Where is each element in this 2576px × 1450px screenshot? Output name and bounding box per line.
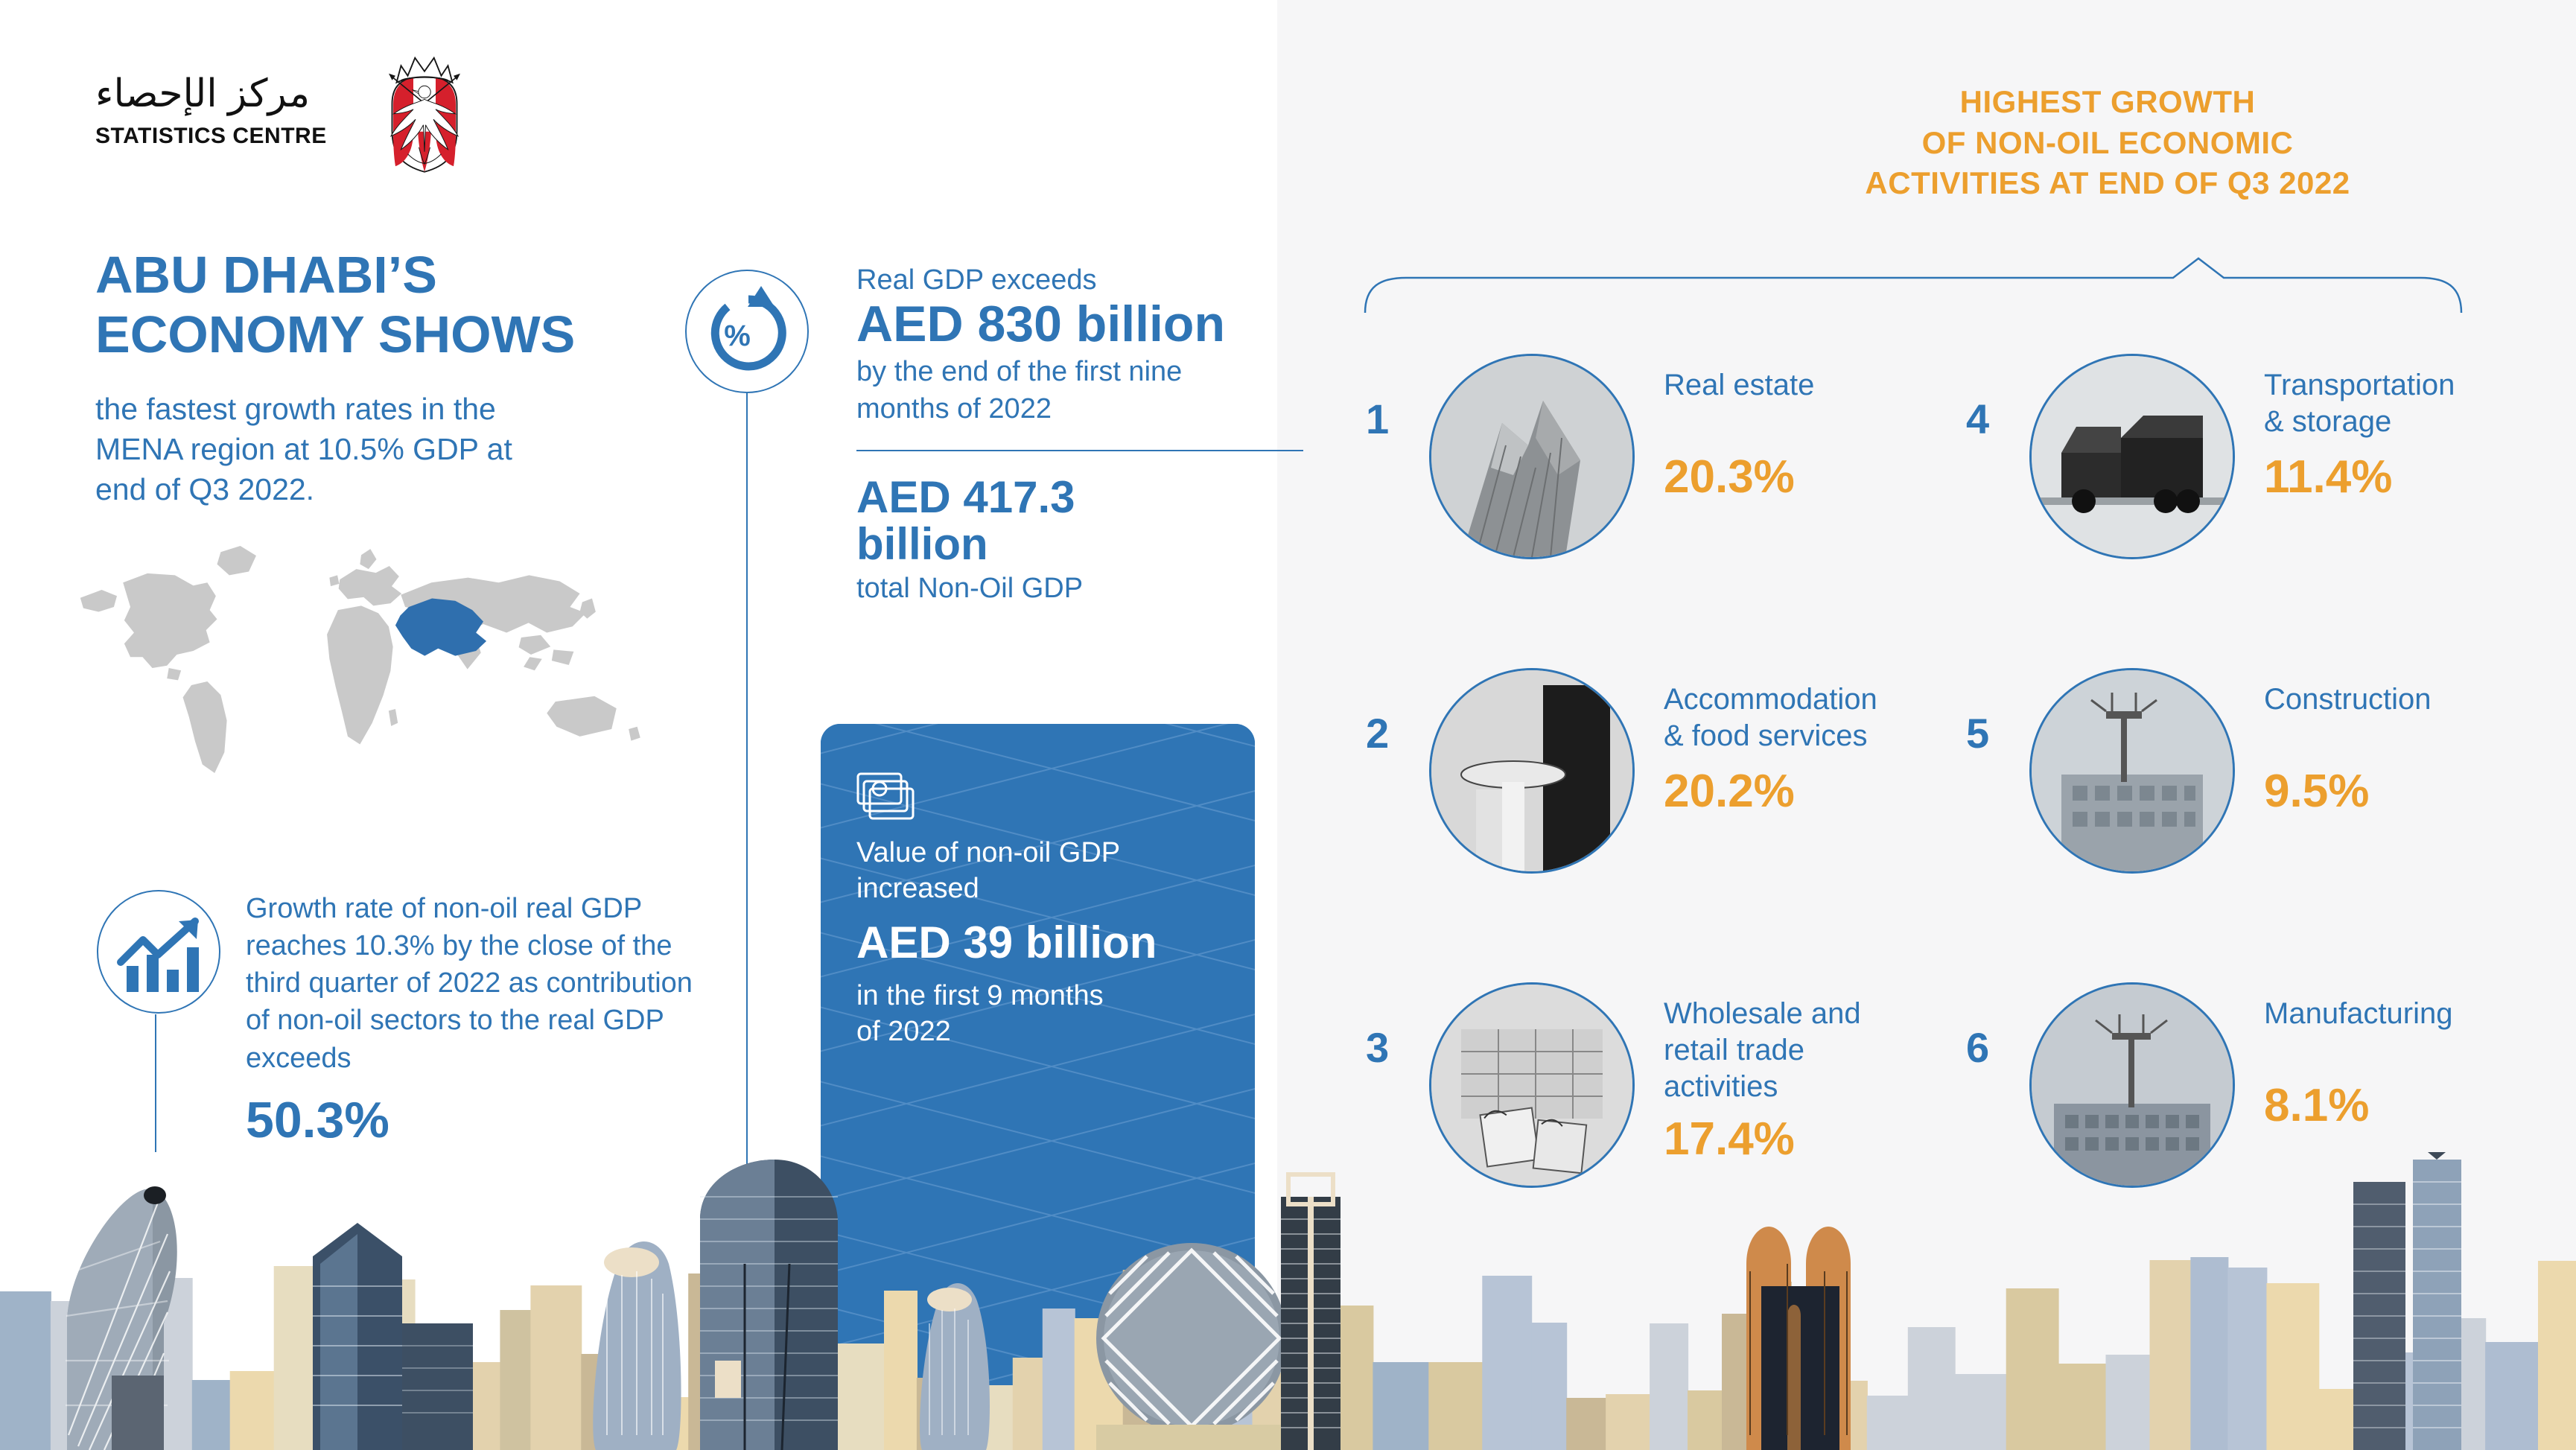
svg-text:%: % [724,319,751,352]
